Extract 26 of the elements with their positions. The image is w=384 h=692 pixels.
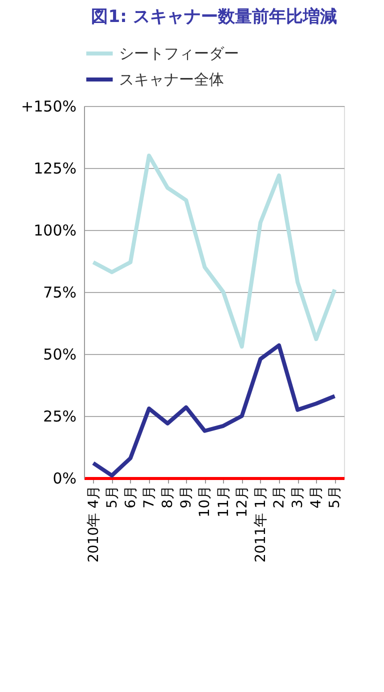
y-tick-label: +150% <box>21 98 76 116</box>
x-tick-label: 5月 <box>104 486 120 508</box>
x-tick-label: 4月 <box>308 486 325 508</box>
y-tick-label: 0% <box>52 470 76 488</box>
line-series <box>91 154 337 349</box>
x-tick-label: 10月 <box>197 486 214 518</box>
x-tick-label: 2011年 1月 <box>252 486 269 562</box>
chart-title: 図1: スキャナー数量前年比増減 <box>91 6 337 27</box>
y-tick-label: 125% <box>34 160 76 178</box>
x-tick-label: 12月 <box>234 486 250 518</box>
x-tick-label: 11月 <box>216 486 232 518</box>
x-tick-label: 9月 <box>178 486 195 508</box>
x-tick-label: 6月 <box>122 486 139 508</box>
x-tick-label: 3月 <box>290 486 306 508</box>
y-tick-label: 100% <box>34 222 76 240</box>
line-series <box>91 343 337 478</box>
legend-label: スキャナー全体 <box>119 70 224 88</box>
x-tick-label: 5月 <box>327 486 344 508</box>
y-tick-label: 75% <box>43 284 76 302</box>
legend-label: シートフィーダー <box>119 44 239 62</box>
x-tick-label: 8月 <box>160 486 176 508</box>
x-tick-label: 2月 <box>272 486 288 508</box>
x-tick-label: 2010年 4月 <box>86 486 102 562</box>
y-tick-label: 25% <box>43 408 76 426</box>
y-tick-label: 50% <box>43 346 76 364</box>
x-tick-label: 7月 <box>142 486 158 508</box>
